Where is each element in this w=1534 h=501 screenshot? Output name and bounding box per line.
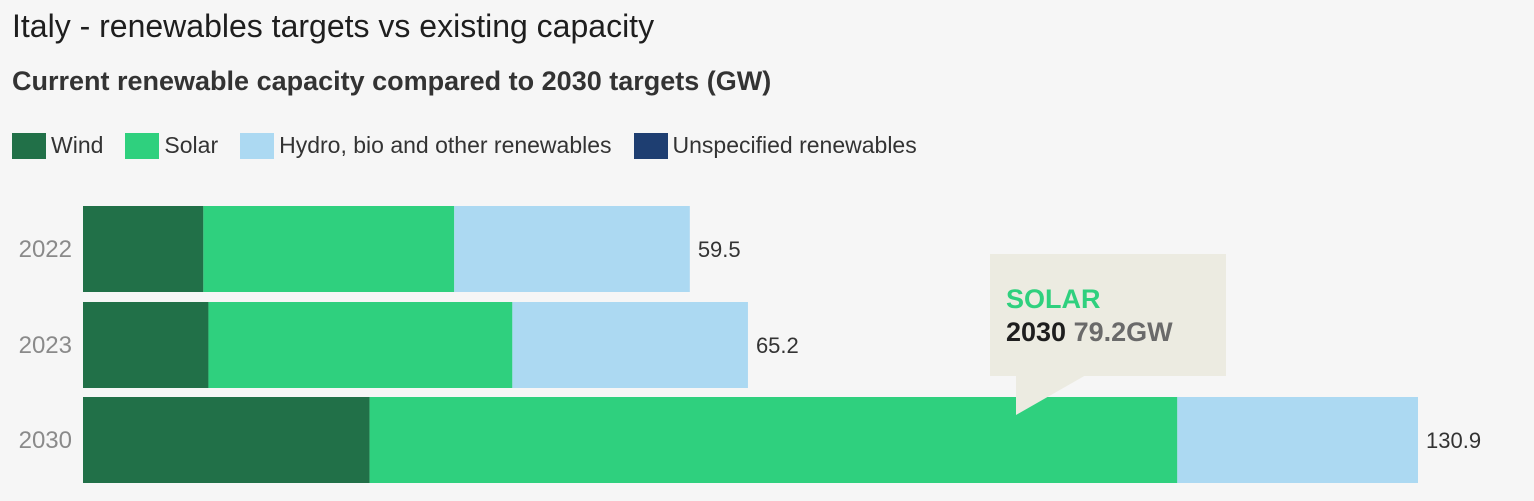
legend-swatch-solar — [125, 132, 160, 159]
y-tick-label: 2030 — [19, 427, 72, 454]
bar-total-label: 65.2 — [756, 333, 799, 358]
bar-segment-hydro-2023[interactable] — [512, 302, 748, 388]
tooltip-value: 79.2GW — [1073, 317, 1173, 347]
y-tick-label: 2023 — [19, 332, 72, 359]
tooltip-series: SOLAR — [1006, 284, 1101, 314]
bar-segment-solar-2022[interactable] — [203, 206, 455, 292]
bar-segment-wind-2030[interactable] — [83, 397, 370, 483]
legend-item-unspecified[interactable]: Unspecified renewables — [633, 132, 917, 159]
tooltip-line: 2030 79.2GW — [1006, 317, 1173, 348]
y-tick-label: 2022 — [19, 236, 72, 263]
legend-swatch-wind — [12, 132, 46, 159]
legend-swatch-hydro — [240, 132, 275, 159]
legend: Wind Solar Hydro, bio and other renewabl… — [12, 132, 939, 159]
legend-item-wind[interactable]: Wind — [12, 132, 103, 159]
bar-total-label: 130.9 — [1426, 428, 1481, 453]
legend-item-hydro[interactable]: Hydro, bio and other renewables — [240, 132, 612, 159]
chart-title: Italy - renewables targets vs existing c… — [12, 8, 655, 44]
bar-segment-solar-2023[interactable] — [208, 302, 513, 388]
chart-subtitle: Current renewable capacity compared to 2… — [12, 66, 772, 96]
legend-label-hydro: Hydro, bio and other renewables — [279, 132, 612, 158]
legend-swatch-unspecified — [633, 132, 668, 159]
tooltip-pointer — [1016, 375, 1086, 415]
bar-segment-hydro-2030[interactable] — [1177, 397, 1418, 483]
tooltip-year: 2030 — [1006, 317, 1067, 347]
bar-segment-wind-2023[interactable] — [83, 302, 209, 388]
legend-label-wind: Wind — [51, 132, 104, 158]
bar-segment-wind-2022[interactable] — [83, 206, 204, 292]
bar-total-label: 59.5 — [698, 237, 741, 262]
legend-label-solar: Solar — [164, 132, 219, 158]
bar-segment-hydro-2022[interactable] — [454, 206, 690, 292]
legend-label-unspecified: Unspecified renewables — [672, 132, 917, 158]
legend-item-solar[interactable]: Solar — [125, 132, 218, 159]
tooltip: SOLAR 2030 79.2GW — [990, 254, 1226, 376]
